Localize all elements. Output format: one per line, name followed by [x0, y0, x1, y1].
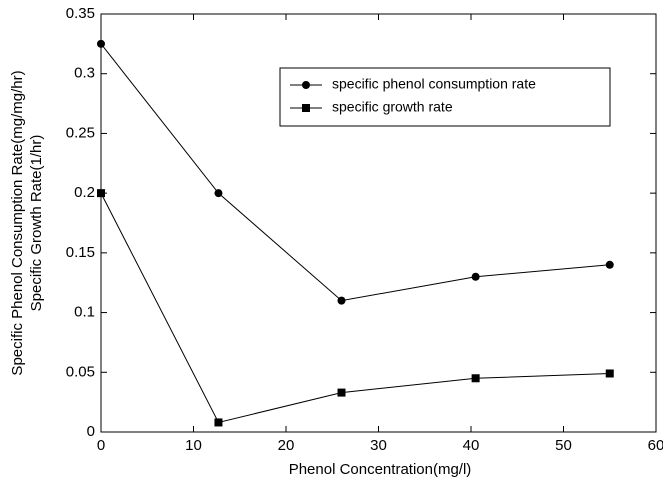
series-line	[100, 192, 610, 424]
marker	[471, 272, 480, 281]
marker	[214, 189, 223, 198]
marker	[605, 369, 614, 378]
y-tick-label: 0.25	[66, 124, 95, 141]
y-tick-label: 0.2	[74, 184, 95, 201]
y-axis-label: Specific Growth Rate(1/hr)	[28, 135, 45, 312]
y-tick-label: 0.3	[74, 65, 95, 82]
marker	[214, 418, 223, 427]
x-tick-label: 10	[185, 437, 202, 454]
x-tick-label: 60	[648, 437, 663, 454]
marker	[471, 374, 480, 383]
y-tick-label: 0.1	[74, 304, 95, 321]
y-tick-label: 0.15	[66, 244, 95, 261]
marker	[337, 388, 346, 397]
x-axis-label: Phenol Concentration(mg/l)	[289, 461, 472, 478]
legend-label: specific phenol consumption rate	[332, 76, 536, 92]
x-tick-label: 0	[97, 437, 105, 454]
y-tick-label: 0.35	[66, 5, 95, 22]
y-tick-label: 0.05	[66, 363, 95, 380]
y-tick-label: 0	[87, 423, 95, 440]
legend-label: specific growth rate	[332, 99, 453, 115]
x-tick-label: 20	[278, 437, 295, 454]
marker	[605, 260, 614, 269]
marker	[302, 81, 310, 89]
x-tick-label: 40	[463, 437, 480, 454]
marker	[97, 189, 105, 198]
marker	[337, 296, 346, 305]
legend-box	[279, 67, 611, 127]
marker	[97, 39, 105, 48]
x-tick-label: 30	[370, 437, 387, 454]
marker	[302, 104, 310, 112]
x-tick-label: 50	[555, 437, 572, 454]
y-axis-label: Specific Phenol Consumption Rate(mg/mg/h…	[9, 70, 26, 375]
